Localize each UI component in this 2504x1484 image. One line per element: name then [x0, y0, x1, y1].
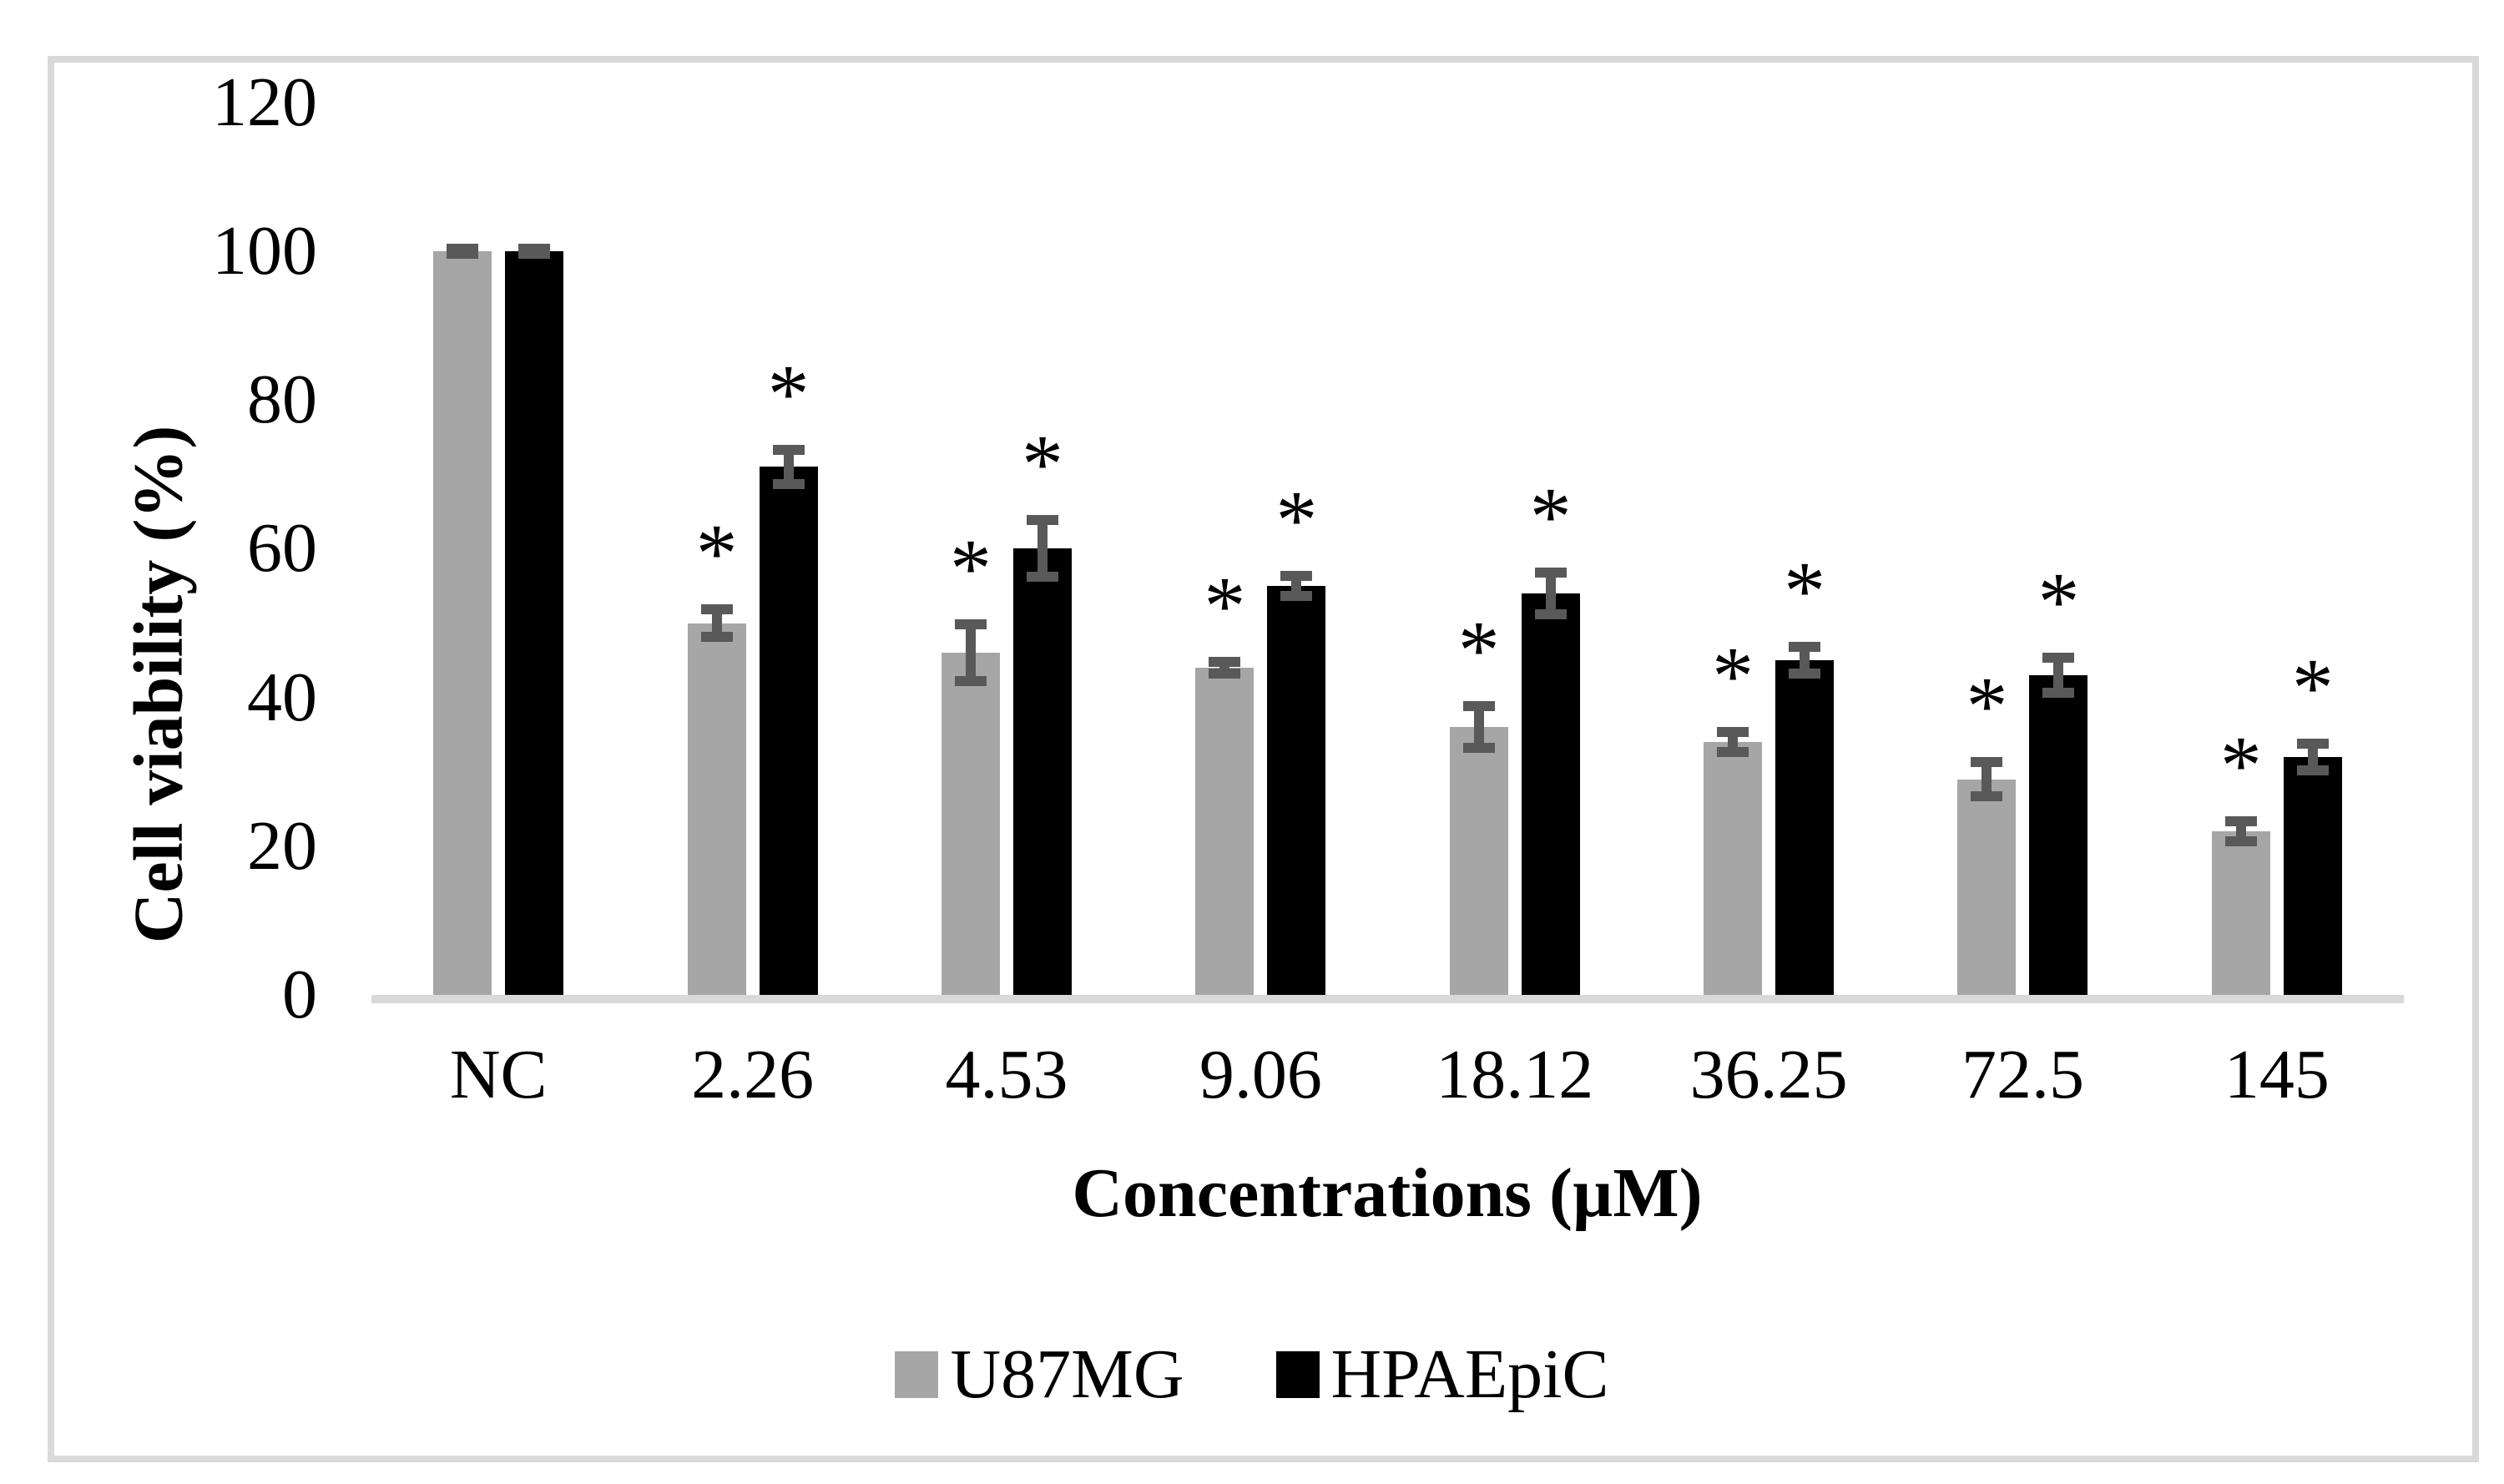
error-bar-u87mg-18.12: [1462, 743, 1495, 754]
error-bar-u87mg-4.53: [965, 619, 976, 687]
y-tick-80: 80: [247, 361, 317, 439]
significance-star-hpaepic-18.12: *: [1529, 469, 1572, 563]
error-bar-u87mg-9.06: [1209, 656, 1241, 667]
error-bar-hpaepic-nc: [518, 248, 551, 259]
legend: U87MG HPAEpiC: [0, 1334, 2504, 1415]
x-tick-18.12: 18.12: [1436, 1036, 1594, 1113]
x-tick-2.26: 2.26: [691, 1036, 815, 1113]
bar-hpaepic-36.25: [1775, 660, 1835, 995]
error-bar-u87mg-18.12: [1462, 701, 1495, 712]
significance-star-hpaepic-145: *: [2291, 640, 2334, 734]
x-tick-nc: NC: [449, 1036, 548, 1113]
bar-u87mg-4.53: [941, 653, 1000, 995]
significance-star-u87mg-72.5: *: [1966, 659, 2008, 752]
x-axis-line: [371, 995, 2404, 1003]
x-tick-9.06: 9.06: [1199, 1036, 1322, 1113]
legend-swatch-u87mg: [895, 1350, 939, 1398]
error-bar-hpaepic-18.12: [1545, 567, 1556, 620]
significance-star-u87mg-145: *: [2219, 719, 2262, 812]
error-bar-u87mg-72.5: [1981, 756, 1992, 802]
bar-u87mg-9.06: [1195, 667, 1255, 995]
error-bar-hpaepic-9.06: [1280, 590, 1313, 601]
bar-u87mg-36.25: [1704, 742, 1763, 995]
error-bar-u87mg-4.53: [954, 619, 987, 630]
legend-item-hpaepic: HPAEpiC: [1275, 1334, 1609, 1415]
error-bar-u87mg-36.25: [1717, 746, 1749, 757]
error-bar-hpaepic-36.25: [1789, 669, 1821, 679]
error-bar-hpaepic-4.53: [1026, 572, 1058, 583]
y-tick-100: 100: [212, 212, 317, 290]
legend-label-u87mg: U87MG: [950, 1335, 1184, 1413]
error-bar-u87mg-145: [2224, 816, 2257, 827]
error-bar-hpaepic-4.53: [1037, 515, 1048, 583]
error-bar-u87mg-145: [2224, 835, 2257, 846]
y-tick-60: 60: [247, 509, 317, 588]
error-bar-u87mg-18.12: [1473, 701, 1484, 754]
legend-item-u87mg: U87MG: [895, 1334, 1184, 1415]
bar-u87mg-145: [2211, 830, 2270, 995]
significance-star-u87mg-36.25: *: [1712, 629, 1754, 723]
significance-star-u87mg-9.06: *: [1204, 558, 1246, 652]
y-tick-20: 20: [247, 806, 317, 885]
error-bar-hpaepic-72.5: [2053, 653, 2064, 698]
y-tick-0: 0: [282, 956, 317, 1033]
significance-star-hpaepic-4.53: *: [1021, 417, 1063, 511]
error-bar-u87mg-4.53: [954, 676, 987, 687]
error-bar-u87mg-72.5: [1971, 791, 2003, 802]
x-tick-72.5: 72.5: [1961, 1036, 2084, 1113]
legend-swatch-hpaepic: [1275, 1350, 1320, 1398]
error-bar-hpaepic-18.12: [1534, 609, 1567, 620]
error-bar-hpaepic-72.5: [2042, 687, 2075, 698]
significance-star-hpaepic-72.5: *: [2037, 555, 2080, 649]
bar-hpaepic-2.26: [759, 467, 818, 995]
error-bar-u87mg-2.26: [700, 604, 733, 615]
significance-star-u87mg-18.12: *: [1457, 603, 1500, 697]
error-bar-u87mg-36.25: [1717, 727, 1749, 738]
significance-star-hpaepic-2.26: *: [767, 346, 810, 440]
error-bar-hpaepic-145: [2296, 765, 2329, 776]
significance-star-u87mg-4.53: *: [949, 522, 992, 615]
error-bar-u87mg-2.26: [700, 631, 733, 642]
bar-u87mg-72.5: [1957, 779, 2017, 995]
bar-hpaepic-18.12: [1521, 593, 1580, 995]
error-bar-hpaepic-145: [2296, 738, 2329, 749]
figure-border: [48, 56, 2479, 1462]
error-bar-hpaepic-72.5: [2042, 653, 2075, 664]
error-bar-u87mg-nc: [447, 248, 479, 259]
significance-star-hpaepic-9.06: *: [1275, 473, 1318, 567]
bar-hpaepic-9.06: [1267, 585, 1326, 995]
bar-hpaepic-72.5: [2029, 674, 2088, 995]
bar-u87mg-18.12: [1449, 727, 1508, 995]
legend-label-hpaepic: HPAEpiC: [1330, 1335, 1609, 1413]
significance-star-u87mg-2.26: *: [695, 507, 738, 600]
bar-hpaepic-nc: [505, 251, 564, 995]
error-bar-hpaepic-2.26: [772, 479, 805, 490]
significance-star-hpaepic-36.25: *: [1784, 543, 1826, 637]
error-bar-hpaepic-36.25: [1789, 641, 1821, 652]
error-bar-u87mg-72.5: [1971, 756, 2003, 767]
error-bar-hpaepic-9.06: [1280, 571, 1313, 582]
bar-u87mg-2.26: [687, 623, 746, 995]
y-tick-40: 40: [247, 658, 317, 736]
x-tick-36.25: 36.25: [1689, 1036, 1848, 1113]
y-tick-120: 120: [212, 63, 317, 141]
error-bar-u87mg-9.06: [1209, 669, 1241, 679]
x-tick-4.53: 4.53: [945, 1036, 1068, 1113]
bar-hpaepic-4.53: [1012, 548, 1072, 995]
bar-u87mg-nc: [433, 251, 492, 995]
error-bar-hpaepic-18.12: [1534, 567, 1567, 578]
error-bar-hpaepic-2.26: [783, 444, 794, 490]
error-bar-hpaepic-4.53: [1026, 515, 1058, 526]
error-bar-hpaepic-2.26: [772, 444, 805, 455]
bar-hpaepic-145: [2283, 756, 2342, 995]
x-tick-145: 145: [2224, 1036, 2330, 1113]
x-axis-title: Concentrations (µM): [1072, 1154, 1703, 1232]
